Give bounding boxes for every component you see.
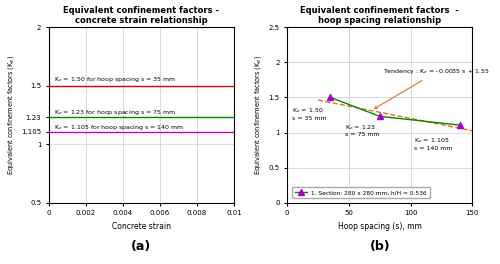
Text: K$_e$ = 1.50
s = 35 mm: K$_e$ = 1.50 s = 35 mm	[292, 106, 327, 120]
Text: K$_e$ = 1.50 for hoop spacing s = 35 mm: K$_e$ = 1.50 for hoop spacing s = 35 mm	[54, 75, 177, 84]
X-axis label: Concrete strain: Concrete strain	[112, 222, 171, 231]
Legend: 1. Section: 280 x 280 mm, h/H = 0.536: 1. Section: 280 x 280 mm, h/H = 0.536	[292, 187, 430, 198]
Text: K$_e$ = 1.23
s = 75 mm: K$_e$ = 1.23 s = 75 mm	[345, 123, 380, 137]
Text: Tendency : K$_e$ = -0.0035 s + 1.55: Tendency : K$_e$ = -0.0035 s + 1.55	[374, 67, 490, 109]
Title: Equivalent confinement factors -
concrete strain relationship: Equivalent confinement factors - concret…	[64, 6, 220, 25]
Text: K$_e$ = 1.105
s = 140 mm: K$_e$ = 1.105 s = 140 mm	[414, 136, 453, 151]
X-axis label: Hoop spacing (s), mm: Hoop spacing (s), mm	[338, 222, 421, 231]
Y-axis label: Equivalent confinement factors (K$_e$): Equivalent confinement factors (K$_e$)	[253, 55, 263, 175]
Title: Equivalent confinement factors  -
hoop spacing relationship: Equivalent confinement factors - hoop sp…	[300, 6, 459, 25]
Text: (a): (a)	[132, 240, 152, 253]
Text: (b): (b)	[370, 240, 390, 253]
Text: K$_e$ = 1.105 for hoop spacing s = 140 mm: K$_e$ = 1.105 for hoop spacing s = 140 m…	[54, 122, 185, 131]
Text: K$_e$ = 1.23 for hoop spacing s = 75 mm: K$_e$ = 1.23 for hoop spacing s = 75 mm	[54, 108, 176, 117]
Y-axis label: Equivalent confinement factors (K$_e$): Equivalent confinement factors (K$_e$)	[6, 55, 16, 175]
